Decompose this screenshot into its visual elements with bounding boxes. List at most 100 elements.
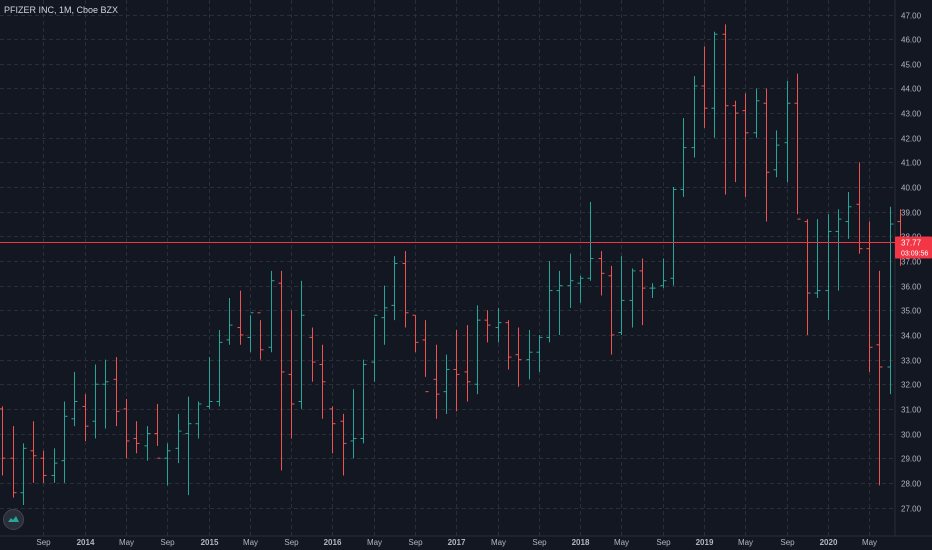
ohlc-bar [144,426,151,461]
y-tick-label: 40.00 [901,184,922,193]
ohlc-bar [298,280,305,409]
tradingview-logo[interactable] [3,509,24,530]
x-tick-label: 2015 [201,538,219,547]
x-tick-label: Sep [780,538,795,547]
ohlc-bar [340,413,347,476]
ohlc-bar [711,31,718,138]
ohlc-bar [722,24,729,195]
ohlc-bar [495,307,502,343]
x-tick-label: May [738,538,753,547]
ohlc-bar [464,325,471,402]
x-tick-label: Sep [160,538,175,547]
x-tick-label: May [491,538,506,547]
y-tick-label: 47.00 [901,12,922,21]
ohlc-bar [30,421,37,483]
ohlc-bar [608,265,615,355]
x-tick-label: Sep [36,538,51,547]
ohlc-bar [123,399,130,459]
ohlc-bar [51,448,58,483]
ohlc-bar [257,312,264,360]
logo-icon [8,516,19,522]
ohlc-bar [433,344,440,419]
ohlc-bar [701,46,708,128]
ohlc-bar [804,219,811,335]
ohlc-bar [484,310,491,343]
y-tick-label: 28.00 [901,480,922,489]
ohlc-bar [618,256,625,335]
ohlc-series [0,24,904,506]
x-tick-label: May [243,538,258,547]
ohlc-bar [732,100,739,183]
ohlc-bar [680,118,687,197]
bar-countdown: 03:09:56 [901,251,928,258]
last-price-value: 37.77 [901,239,922,248]
ohlc-bar [195,401,202,439]
ohlc-bar [526,330,533,380]
ohlc-bar [381,285,388,345]
ohlc-bar [92,364,99,439]
symbol-title[interactable]: PFIZER INC, 1M, Cboe BZX [4,5,119,15]
ohlc-bar [742,93,749,197]
x-tick-label: 2016 [324,538,342,547]
x-tick-label: May [614,538,629,547]
ohlc-bar [422,320,429,393]
chart-grid [0,0,932,537]
ohlc-bar [329,406,336,454]
y-tick-label: 33.00 [901,357,922,366]
ohlc-bar [515,327,522,387]
time-axis[interactable]: Sep 2014 May Sep 2015 May Sep 2016 May Sep 2017 May… [36,538,877,547]
y-tick-label: 31.00 [901,406,922,415]
ohlc-bar [474,305,481,395]
ohlc-bar [185,396,192,496]
ohlc-bar [206,357,213,409]
ohlc-bar [629,268,636,328]
price-axis[interactable]: 27.00 28.00 29.00 30.00 31.00 32.00 33.00 34.00… [901,12,922,514]
ohlc-bar [371,314,378,382]
ohlc-bar [670,187,677,286]
ohlc-bar [835,209,842,291]
x-tick-label: 2014 [77,538,95,547]
ohlc-bar [247,312,254,353]
ohlc-bar [577,275,584,303]
y-tick-label: 37.00 [901,258,922,267]
ohlc-bar [319,344,326,419]
y-tick-label: 27.00 [901,505,922,514]
x-tick-label: 2017 [448,538,466,547]
ohlc-bar [10,426,17,498]
ohlc-bar [556,270,563,335]
ohlc-bar [505,320,512,370]
ohlc-bar [360,359,367,444]
ohlc-bar [876,270,883,486]
x-tick-label: May [119,538,134,547]
ohlc-bar [216,330,223,407]
ohlc-bar [61,401,68,483]
ohlc-bar [794,73,801,220]
ohlc-bar [113,357,120,427]
ohlc-bar [82,394,89,441]
y-tick-label: 41.00 [901,159,922,168]
ohlc-bar [598,251,605,296]
x-tick-label: Sep [408,538,423,547]
ohlc-bar [268,270,275,353]
ohlc-bar [102,359,109,429]
ohlc-bar [226,297,233,345]
ohlc-bar [164,443,171,486]
ohlc-bar [175,413,182,464]
x-tick-label: May [862,538,877,547]
ohlc-bar [567,253,574,308]
y-tick-label: 42.00 [901,135,922,144]
ohlc-bar [866,221,873,372]
ohlc-bar [133,421,140,454]
ohlc-bar [154,403,161,459]
ohlc-bar [887,206,894,395]
ohlc-bar [391,256,398,321]
x-tick-label: May [367,538,382,547]
y-tick-label: 34.00 [901,332,922,341]
ohlc-bar [20,443,27,506]
y-tick-label: 30.00 [901,431,922,440]
y-tick-label: 43.00 [901,110,922,119]
ohlc-bar [237,290,244,345]
ohlc-bar [288,310,295,439]
ohlc-bar [443,354,450,414]
